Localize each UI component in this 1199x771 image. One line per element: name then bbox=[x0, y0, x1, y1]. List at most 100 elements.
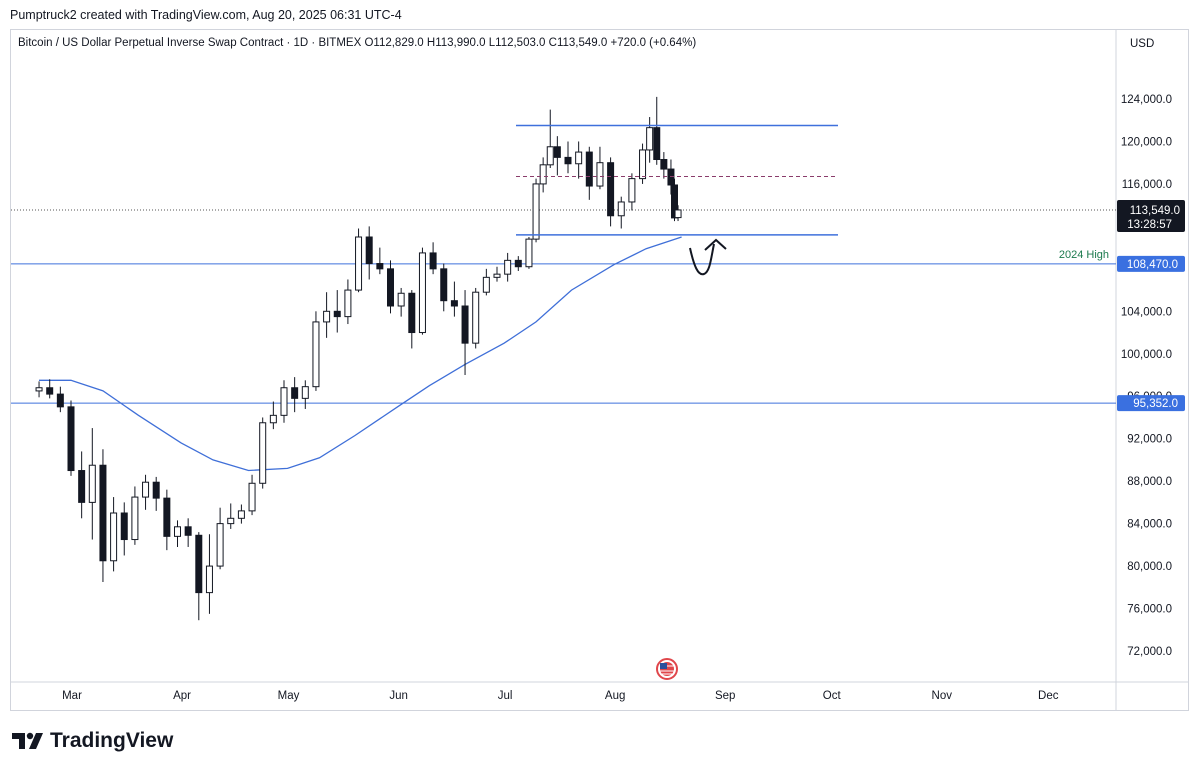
level-price-tag-0 bbox=[1117, 255, 1185, 272]
bar-countdown: 13:28:57 bbox=[1127, 219, 1172, 231]
y-tick-label: 80,000.0 bbox=[1127, 561, 1172, 573]
y-tick-label: 92,000.0 bbox=[1127, 434, 1172, 446]
x-tick-label: May bbox=[278, 690, 300, 702]
candle bbox=[674, 209, 682, 219]
candle bbox=[596, 162, 604, 187]
candle bbox=[667, 168, 675, 186]
hand-drawn-bounce-arrow bbox=[689, 238, 727, 276]
candle bbox=[355, 236, 363, 291]
x-tick-label: Dec bbox=[1038, 690, 1059, 702]
candle bbox=[653, 127, 661, 161]
level-price-tag-1 bbox=[1117, 395, 1185, 412]
candle bbox=[514, 259, 522, 268]
candle bbox=[532, 183, 540, 240]
candle bbox=[248, 482, 256, 512]
candle bbox=[585, 151, 593, 187]
candle bbox=[269, 414, 277, 424]
candle bbox=[56, 393, 64, 408]
candle bbox=[440, 268, 448, 302]
candle bbox=[660, 159, 668, 170]
x-tick-label: Jun bbox=[389, 690, 408, 702]
candle bbox=[525, 238, 533, 268]
candle bbox=[78, 470, 86, 503]
y-tick-label: 124,000.0 bbox=[1121, 94, 1172, 106]
x-tick-label: Sep bbox=[715, 690, 735, 702]
candle bbox=[450, 300, 458, 307]
candle bbox=[88, 464, 96, 503]
currency-label[interactable]: USD bbox=[1130, 38, 1155, 50]
moving-average-line bbox=[39, 236, 682, 472]
level-price-value-1: 95,352.0 bbox=[1133, 398, 1178, 410]
candle bbox=[184, 526, 192, 536]
y-tick-label: 120,000.0 bbox=[1121, 136, 1172, 148]
x-tick-label: Jul bbox=[498, 690, 513, 702]
candle bbox=[142, 481, 150, 498]
candle bbox=[418, 252, 426, 334]
candle bbox=[301, 386, 309, 399]
chart-frame bbox=[10, 29, 1189, 711]
candle bbox=[163, 497, 171, 537]
candle bbox=[333, 310, 341, 318]
candle bbox=[152, 481, 160, 499]
us-flag-event-icon[interactable] bbox=[656, 658, 678, 680]
candle bbox=[174, 526, 181, 537]
ohlc-close: C113,549.0 bbox=[548, 37, 608, 49]
candle bbox=[131, 496, 139, 541]
y-tick-label: 104,000.0 bbox=[1121, 306, 1172, 318]
candle bbox=[628, 178, 636, 203]
y-tick-label: 88,000.0 bbox=[1127, 476, 1172, 488]
current-price-tag bbox=[1117, 199, 1185, 232]
candle bbox=[216, 523, 224, 567]
candle bbox=[205, 565, 213, 594]
symbol-info: Bitcoin / US Dollar Perpetual Inverse Sw… bbox=[18, 37, 697, 49]
y-tick-label: 100,000.0 bbox=[1121, 349, 1172, 361]
tradingview-logo[interactable]: TradingView bbox=[12, 729, 173, 753]
candle bbox=[280, 387, 288, 416]
candle bbox=[35, 387, 43, 392]
candle bbox=[429, 252, 437, 270]
candle bbox=[376, 263, 384, 270]
symbol-name[interactable]: Bitcoin / US Dollar Perpetual Inverse Sw… bbox=[18, 37, 284, 49]
ohlc-open: O112,829.0 bbox=[364, 37, 424, 49]
candle bbox=[259, 422, 267, 484]
ohlc-high: H113,990.0 bbox=[426, 37, 486, 49]
candle bbox=[493, 273, 501, 278]
candle bbox=[646, 127, 654, 151]
candle bbox=[546, 146, 554, 166]
y-tick-label: 84,000.0 bbox=[1127, 519, 1172, 531]
candle bbox=[291, 387, 299, 399]
x-tick-label: Oct bbox=[823, 690, 842, 702]
x-tick-label: Apr bbox=[173, 690, 191, 702]
candle bbox=[397, 292, 405, 307]
candle bbox=[67, 406, 75, 472]
candle bbox=[539, 164, 547, 185]
candle bbox=[575, 151, 583, 165]
symbol-exchange: BITMEX bbox=[318, 37, 362, 49]
candle bbox=[344, 289, 352, 318]
y-tick-label: 116,000.0 bbox=[1122, 179, 1172, 191]
candle bbox=[472, 291, 480, 344]
candle bbox=[607, 162, 615, 217]
tradingview-wordmark: TradingView bbox=[50, 729, 174, 752]
candle bbox=[237, 510, 245, 519]
tradingview-mark-icon bbox=[12, 732, 43, 749]
candle bbox=[312, 321, 320, 388]
current-price-value: 113,549.0 bbox=[1130, 205, 1180, 217]
x-tick-label: Nov bbox=[932, 690, 953, 702]
candle bbox=[564, 156, 572, 165]
candle bbox=[227, 517, 235, 525]
symbol-interval[interactable]: 1D bbox=[293, 37, 309, 49]
candle bbox=[46, 387, 54, 395]
candle bbox=[671, 184, 678, 219]
ohlc-change: +720.0 (+0.64%) bbox=[610, 37, 697, 49]
level-annotation: 2024 High bbox=[1059, 249, 1109, 261]
y-tick-label: 72,000.0 bbox=[1127, 646, 1172, 658]
candle bbox=[408, 292, 416, 334]
candle bbox=[617, 201, 625, 217]
candle bbox=[553, 146, 561, 158]
candle bbox=[365, 236, 373, 265]
ohlc-low: L112,503.0 bbox=[488, 37, 546, 49]
candle bbox=[482, 276, 490, 293]
candle bbox=[323, 310, 331, 323]
